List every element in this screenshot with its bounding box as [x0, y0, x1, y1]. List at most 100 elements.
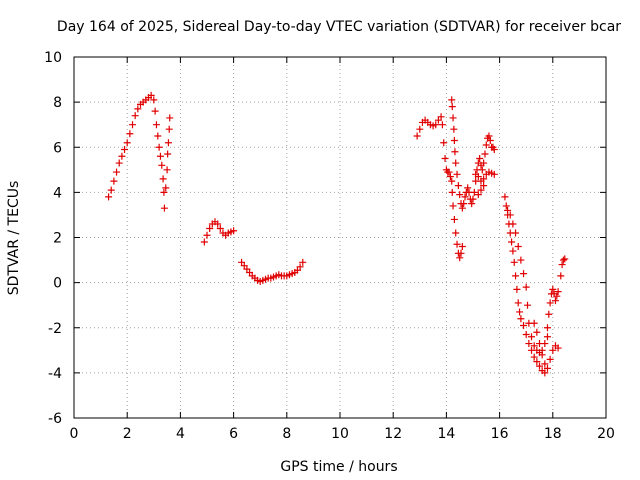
data-point: [469, 195, 477, 203]
data-point: [450, 125, 458, 133]
data-point: [147, 91, 155, 99]
data-point: [546, 299, 554, 307]
data-point: [506, 211, 514, 219]
data-point: [476, 155, 484, 163]
x-tick-label: 16: [491, 426, 509, 442]
data-point: [543, 324, 551, 332]
data-point: [154, 132, 162, 140]
data-point: [545, 310, 553, 318]
data-point: [162, 184, 170, 192]
data-point: [448, 103, 456, 111]
data-point: [453, 240, 461, 248]
y-tick-label: -2: [48, 321, 62, 337]
data-point: [524, 301, 532, 309]
y-tick-label: 6: [53, 140, 62, 156]
data-point: [522, 331, 530, 339]
data-point: [166, 114, 174, 122]
data-point: [451, 148, 459, 156]
data-point: [554, 344, 562, 352]
data-point: [538, 351, 546, 359]
data-point: [485, 132, 493, 140]
data-point: [456, 191, 464, 199]
data-point: [525, 340, 533, 348]
data-point: [446, 173, 454, 181]
data-point: [558, 261, 566, 269]
data-point: [517, 256, 525, 264]
data-point: [150, 96, 158, 104]
data-point: [480, 182, 488, 190]
y-tick-label: 10: [44, 50, 62, 66]
x-tick-label: 6: [229, 426, 238, 442]
series-seg5: [501, 193, 569, 377]
data-point: [126, 130, 134, 138]
data-point: [438, 121, 446, 129]
data-point: [522, 283, 530, 291]
data-point: [543, 364, 551, 372]
data-point: [206, 224, 214, 232]
x-tick-label: 20: [597, 426, 615, 442]
data-point: [416, 125, 424, 133]
x-tick-label: 4: [176, 426, 185, 442]
data-point: [517, 315, 525, 323]
data-point: [458, 204, 466, 212]
data-layer: [105, 91, 569, 377]
data-point: [559, 256, 567, 264]
data-point: [165, 125, 173, 133]
data-point: [513, 285, 521, 293]
data-point: [481, 150, 489, 158]
y-tick-label: 4: [53, 185, 62, 201]
data-point: [470, 188, 478, 196]
y-axis-label: SDTVAR / TECUs: [6, 181, 22, 296]
x-tick-label: 0: [70, 426, 79, 442]
data-point: [214, 220, 222, 228]
x-tick-label: 12: [384, 426, 402, 442]
data-point: [123, 139, 131, 147]
data-point: [502, 202, 510, 210]
data-point: [490, 146, 498, 154]
y-tick-label: 8: [53, 95, 62, 111]
x-axis-label: GPS time / hours: [280, 459, 397, 475]
data-point: [546, 355, 554, 363]
data-point: [200, 238, 208, 246]
series-seg3: [238, 258, 307, 285]
data-point: [164, 139, 172, 147]
data-point: [549, 285, 557, 293]
data-point: [486, 136, 494, 144]
data-point: [115, 159, 123, 167]
label-layer: 0 2 4 6 8 10 12 14 16 18 20 -6 -4 -2 0 2 4 6 8 10: [44, 50, 615, 442]
data-point: [129, 121, 137, 129]
data-point: [452, 229, 460, 237]
data-point: [452, 159, 460, 167]
data-point: [509, 220, 517, 228]
data-point: [296, 263, 304, 271]
data-point: [536, 362, 543, 370]
data-point: [530, 342, 538, 350]
data-point: [553, 292, 561, 300]
data-point: [464, 184, 472, 192]
data-point: [156, 152, 164, 160]
data-point: [299, 258, 307, 266]
data-point: [448, 96, 456, 104]
data-point: [508, 238, 516, 246]
data-point: [158, 161, 166, 169]
data-point: [501, 193, 509, 201]
data-point: [448, 177, 456, 185]
data-point: [477, 186, 485, 194]
data-point: [482, 141, 490, 149]
data-point: [160, 204, 168, 212]
data-point: [533, 328, 541, 336]
data-point: [440, 139, 448, 147]
grid-layer: [74, 57, 606, 418]
data-point: [449, 114, 457, 122]
plot-frame: [73, 56, 607, 419]
data-point: [543, 333, 551, 341]
x-tick-label: 8: [282, 426, 291, 442]
data-point: [155, 143, 163, 151]
data-point: [557, 272, 565, 280]
data-point: [432, 121, 440, 129]
data-point: [504, 206, 512, 214]
data-point: [474, 191, 482, 199]
data-point: [159, 175, 167, 183]
